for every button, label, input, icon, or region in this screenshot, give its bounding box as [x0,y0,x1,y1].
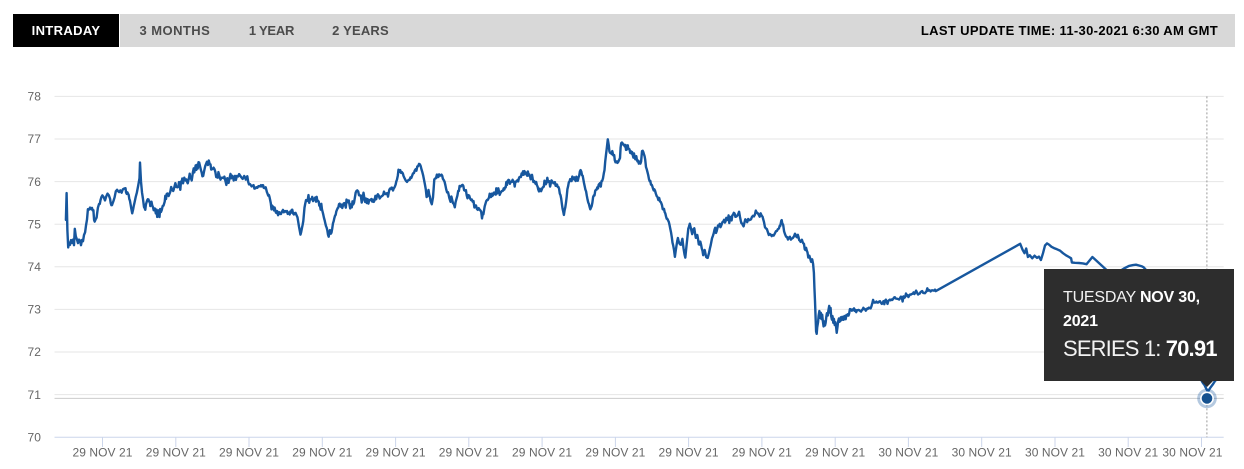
svg-text:29 NOV 21: 29 NOV 21 [585,446,645,460]
svg-text:29 NOV 21: 29 NOV 21 [292,446,352,460]
svg-text:29 NOV 21: 29 NOV 21 [732,446,792,460]
svg-text:29 NOV 21: 29 NOV 21 [219,446,279,460]
svg-text:71: 71 [27,388,41,402]
svg-text:30 NOV 21: 30 NOV 21 [1162,446,1222,460]
svg-text:29 NOV 21: 29 NOV 21 [72,446,132,460]
svg-text:78: 78 [27,90,41,104]
svg-text:70: 70 [27,430,41,444]
svg-text:29 NOV 21: 29 NOV 21 [366,446,426,460]
svg-text:76: 76 [27,175,41,189]
svg-text:29 NOV 21: 29 NOV 21 [805,446,865,460]
svg-text:29 NOV 21: 29 NOV 21 [439,446,499,460]
svg-text:30 NOV 21: 30 NOV 21 [878,446,938,460]
svg-text:30 NOV 21: 30 NOV 21 [952,446,1012,460]
svg-text:72: 72 [27,345,41,359]
svg-text:30 NOV 21: 30 NOV 21 [1025,446,1085,460]
svg-text:75: 75 [27,217,41,231]
svg-text:29 NOV 21: 29 NOV 21 [659,446,719,460]
svg-text:29 NOV 21: 29 NOV 21 [512,446,572,460]
svg-text:29 NOV 21: 29 NOV 21 [146,446,206,460]
svg-text:30 NOV 21: 30 NOV 21 [1098,446,1158,460]
svg-text:74: 74 [27,260,41,274]
svg-text:73: 73 [27,303,41,317]
svg-text:77: 77 [27,132,41,146]
